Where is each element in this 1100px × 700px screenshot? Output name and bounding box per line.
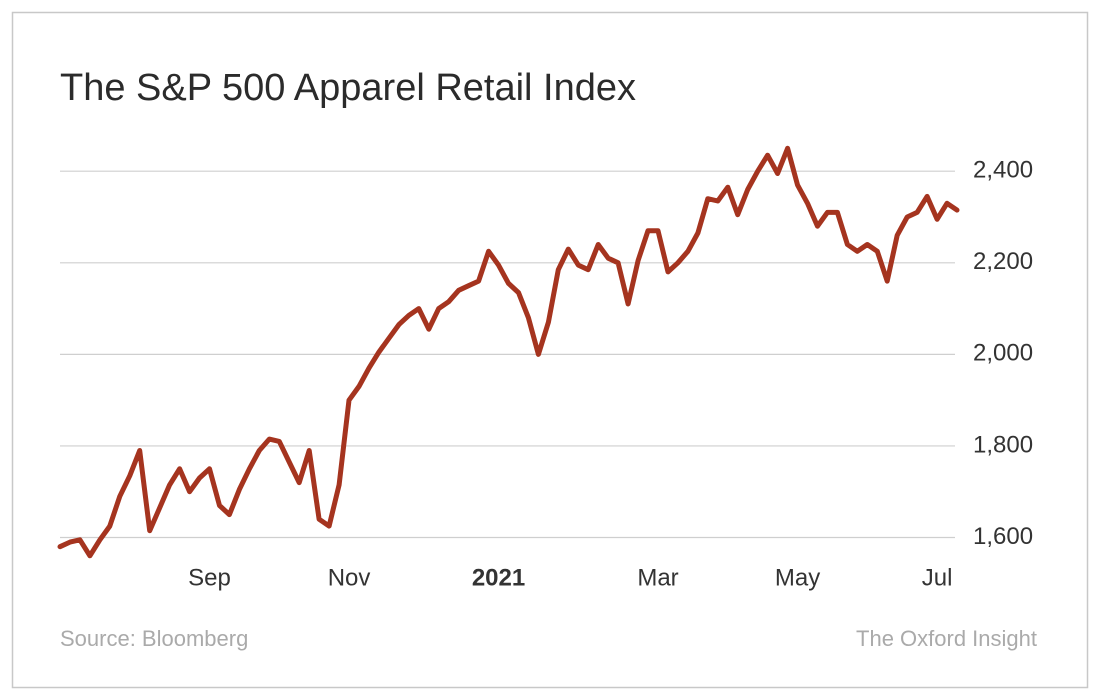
x-tick-label: Mar xyxy=(637,564,678,591)
line xyxy=(57,145,960,559)
x-tick-label: 2021 xyxy=(472,564,525,591)
y-tick-label: 2,200 xyxy=(973,248,1033,275)
y-tick-label: 2,000 xyxy=(973,340,1033,367)
y-tick-label: 1,800 xyxy=(973,431,1033,458)
source: Source: Bloomberg xyxy=(60,626,248,651)
chart-title: The S&P 500 Apparel Retail Index xyxy=(60,67,636,109)
x-tick-label: May xyxy=(775,564,820,591)
x-tick-label: Sep xyxy=(188,564,231,591)
x-tick-label: Jul xyxy=(922,564,953,591)
x-tick-label: Nov xyxy=(328,564,371,591)
credit: The Oxford Insight xyxy=(856,626,1037,651)
y-tick-label: 2,400 xyxy=(973,157,1033,184)
y-tick-label: 1,600 xyxy=(973,523,1033,550)
frame xyxy=(11,11,1089,689)
